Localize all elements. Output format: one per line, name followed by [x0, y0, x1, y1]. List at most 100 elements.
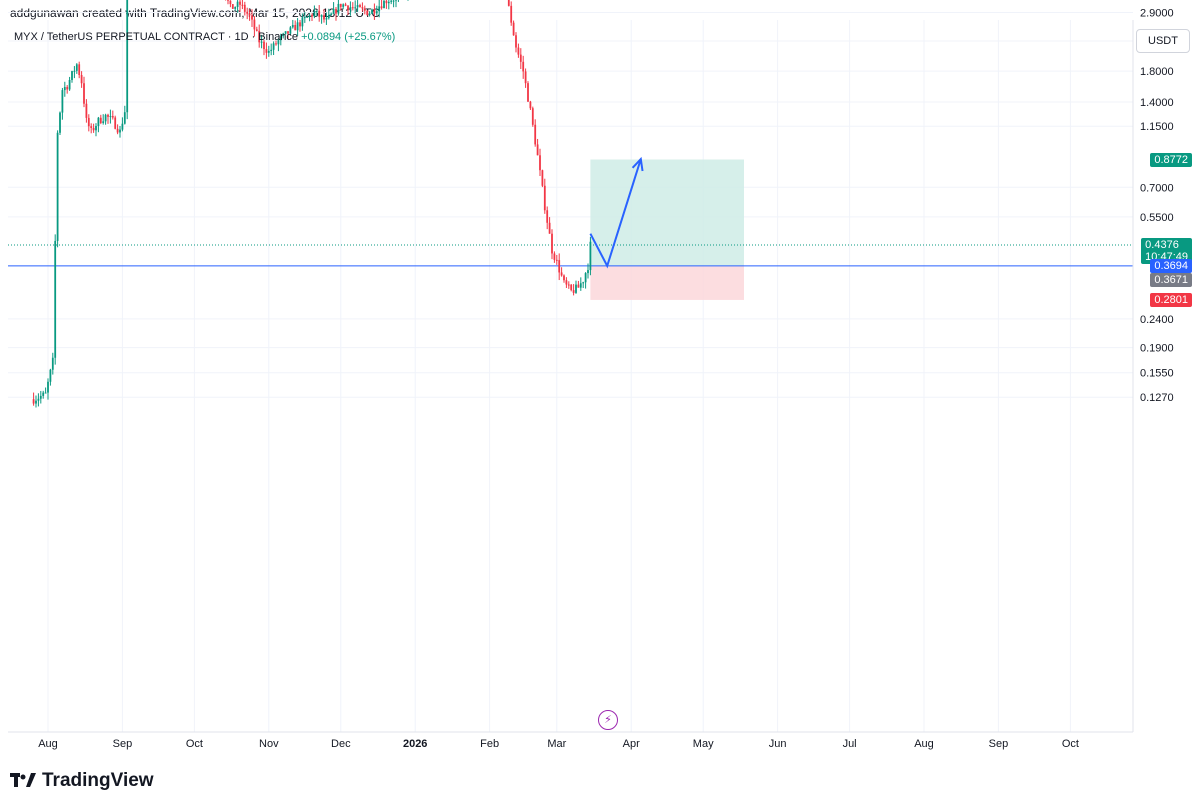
candle-body: [558, 260, 561, 273]
candle-body: [332, 8, 335, 14]
time-tick-label: Aug: [38, 738, 58, 750]
target-price-tag: 0.8772: [1150, 152, 1192, 167]
candle-body: [577, 284, 580, 288]
candle-body: [296, 22, 299, 31]
tradingview-logo[interactable]: TradingView: [10, 770, 154, 792]
candle-body: [71, 71, 73, 81]
candle-body: [107, 114, 109, 117]
candle-body: [587, 270, 589, 274]
time-tick-label: Jul: [843, 738, 857, 750]
candle-body: [366, 10, 369, 16]
candle-body: [119, 129, 121, 133]
time-tick-label: May: [693, 738, 714, 750]
candle-body: [121, 123, 124, 130]
candle-body: [354, 7, 357, 9]
price-change: +0.0894 (+25.67%): [301, 31, 396, 43]
candle-body: [282, 33, 285, 37]
price-tick-label: 0.1900: [1140, 343, 1174, 355]
candle-body: [102, 121, 105, 123]
candle-body: [56, 132, 59, 241]
candle-body: [270, 49, 273, 51]
time-tick-label: Dec: [331, 738, 351, 750]
candle-body: [512, 22, 515, 36]
candle-body: [337, 3, 340, 14]
candle-body: [524, 71, 527, 84]
candle-body: [255, 29, 258, 31]
candle-body: [95, 126, 97, 131]
time-tick-label: Aug: [914, 738, 934, 750]
candle-body: [284, 31, 287, 34]
candle-body: [373, 9, 376, 14]
price-axis: 14.000011.00009.00007.00005.50004.50003.…: [1140, 7, 1174, 404]
candle-body: [301, 17, 304, 27]
time-tick-label: Apr: [623, 738, 640, 750]
candle-body: [54, 240, 57, 358]
profit-zone: [590, 159, 744, 266]
candle-body: [265, 49, 268, 53]
candle-body: [73, 70, 76, 72]
candle-body: [582, 282, 585, 284]
candle-body: [339, 3, 342, 7]
loss-zone: [590, 265, 744, 300]
candle-body: [299, 22, 301, 27]
candle-body: [325, 18, 328, 20]
candle-body: [243, 4, 246, 12]
stop-price-tag: 0.2801: [1150, 292, 1192, 307]
candle-body: [234, 7, 237, 9]
candle-body: [539, 155, 541, 171]
candle-body: [236, 1, 239, 8]
candle-body: [114, 117, 117, 129]
flash-icon[interactable]: ⚡: [598, 710, 618, 730]
time-tick-label: Sep: [989, 738, 1009, 750]
candle-body: [529, 101, 532, 109]
candle-body: [83, 83, 85, 104]
candle-body: [330, 13, 333, 15]
candle-body: [584, 273, 587, 283]
candle-body: [32, 399, 35, 404]
price-tick-label: 1.4000: [1140, 97, 1174, 109]
candle-body: [75, 64, 78, 71]
candles: [32, 0, 592, 408]
candle-body: [548, 222, 551, 234]
candle-body: [517, 47, 520, 55]
price-tick-label: 0.1550: [1140, 368, 1174, 380]
candle-body: [395, 0, 397, 1]
price-tick-label: 0.2400: [1140, 314, 1174, 326]
candle-body: [342, 4, 345, 7]
projection-arrow: [589, 158, 642, 269]
candle-body: [61, 90, 64, 113]
candle-body: [589, 241, 592, 271]
candle-body: [291, 25, 294, 28]
candle-body: [227, 0, 229, 1]
candle-body: [68, 80, 71, 90]
candle-body: [383, 0, 385, 9]
candle-body: [318, 10, 321, 17]
candle-body: [267, 50, 270, 53]
price-tick-label: 1.1500: [1140, 121, 1174, 133]
candle-body: [380, 6, 383, 9]
candle-body: [39, 395, 42, 399]
candle-body: [311, 14, 313, 17]
candle-body: [111, 116, 114, 118]
candle-body: [551, 233, 553, 254]
time-axis: Aug Sep Oct Nov Dec 2026 Feb Mar Apr May Jun Jul Aug…: [38, 738, 1079, 750]
candle-body: [313, 11, 316, 17]
candle-body: [563, 275, 565, 281]
candle-body: [47, 381, 49, 393]
candle-body: [387, 1, 390, 4]
candle-body: [368, 13, 371, 16]
candle-body: [385, 0, 388, 4]
currency-button[interactable]: USDT: [1136, 29, 1190, 53]
candle-body: [347, 5, 349, 11]
candle-body: [303, 17, 306, 19]
candle-body: [507, 0, 510, 6]
candle-body: [66, 87, 69, 90]
candle-body: [522, 61, 525, 72]
candle-body: [519, 54, 522, 62]
candle-body: [90, 126, 93, 128]
projection-arrow-head: [631, 156, 644, 172]
last-price-value: 0.4376: [1145, 239, 1179, 252]
chart-attribution: addgunawan created with TradingView.com,…: [10, 6, 380, 20]
candle-body: [248, 13, 251, 16]
